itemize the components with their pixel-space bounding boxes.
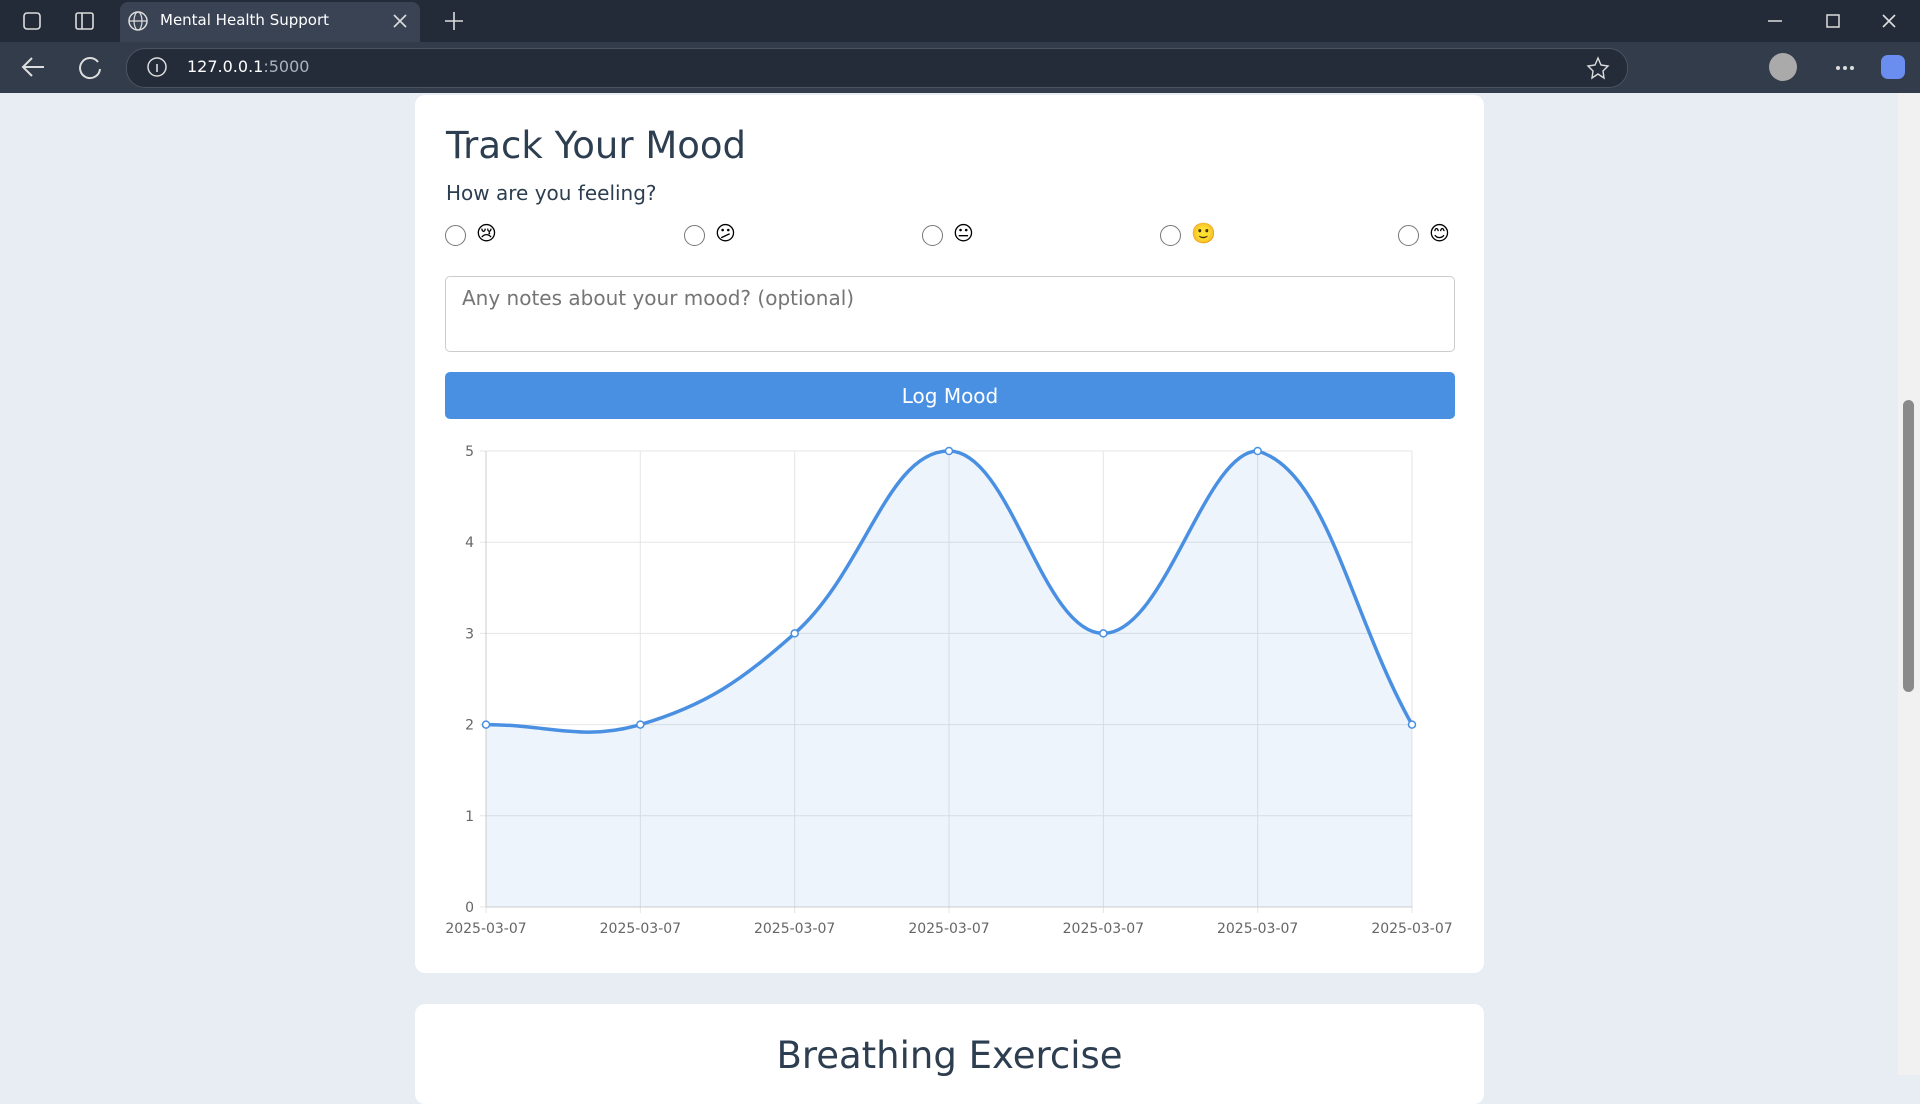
mood-emoji: 😊 xyxy=(1429,221,1450,245)
toolbar-icons xyxy=(21,53,1905,81)
url-port: :5000 xyxy=(263,57,310,76)
x-tick-label: 2025-03-07 xyxy=(1371,921,1452,937)
scroll-thumb[interactable] xyxy=(1903,400,1914,692)
y-tick-label: 1 xyxy=(465,809,474,825)
point xyxy=(1253,446,1262,456)
tab-title: Mental Health Support xyxy=(160,11,330,29)
x-tick-label: 2025-03-07 xyxy=(1217,921,1298,937)
active-tab[interactable] xyxy=(120,2,420,42)
mood-emoji: 😕 xyxy=(715,221,736,245)
y-tick-label: 2 xyxy=(465,718,474,734)
y-tick-label: 3 xyxy=(465,626,474,642)
point xyxy=(636,720,645,729)
url-host: 127.0.0.1 xyxy=(187,57,264,76)
log-button[interactable]: Log Mood xyxy=(445,372,1455,419)
point xyxy=(944,446,954,456)
url-box[interactable] xyxy=(126,48,1628,88)
line xyxy=(485,449,1414,734)
mood-radio[interactable] xyxy=(1160,225,1181,246)
notes-input[interactable] xyxy=(445,276,1455,352)
x-tick-label: 2025-03-07 xyxy=(445,921,526,937)
browser-icons xyxy=(23,12,94,30)
mood-radio[interactable] xyxy=(445,225,466,246)
mood-emoji: 😢 xyxy=(476,221,497,245)
mood-chart: 2025-03-07 2025-03-07 2025-03-07 2025-03-07… xyxy=(445,444,1452,937)
card-title: Breathing Exercise xyxy=(776,1034,1123,1077)
tab-icons xyxy=(128,11,1896,31)
url: 127.0.0.1:5000 xyxy=(187,57,309,76)
point xyxy=(1099,629,1108,638)
point xyxy=(481,720,491,729)
y-tick-label: 4 xyxy=(465,535,474,551)
notes-placeholder: Any notes about your mood? (optional) xyxy=(462,286,855,310)
question: How are you feeling? xyxy=(446,181,657,205)
y-tick-label: 5 xyxy=(465,444,474,460)
point xyxy=(1407,720,1417,729)
mood-radio[interactable] xyxy=(684,225,705,246)
x-tick-label: 2025-03-07 xyxy=(600,921,681,937)
area xyxy=(486,451,1412,907)
mood-emoji: 😐 xyxy=(953,221,974,245)
mood-radio[interactable] xyxy=(922,225,943,246)
point xyxy=(790,629,799,638)
x-tick-label: 2025-03-07 xyxy=(754,921,835,937)
x-tick-label: 2025-03-07 xyxy=(1063,921,1144,937)
y-tick-label: 0 xyxy=(465,900,474,916)
mood-emoji: 🙂 xyxy=(1191,221,1216,245)
mood-radio[interactable] xyxy=(1398,225,1419,246)
card-title: Track Your Mood xyxy=(446,124,747,167)
x-tick-label: 2025-03-07 xyxy=(908,921,989,937)
